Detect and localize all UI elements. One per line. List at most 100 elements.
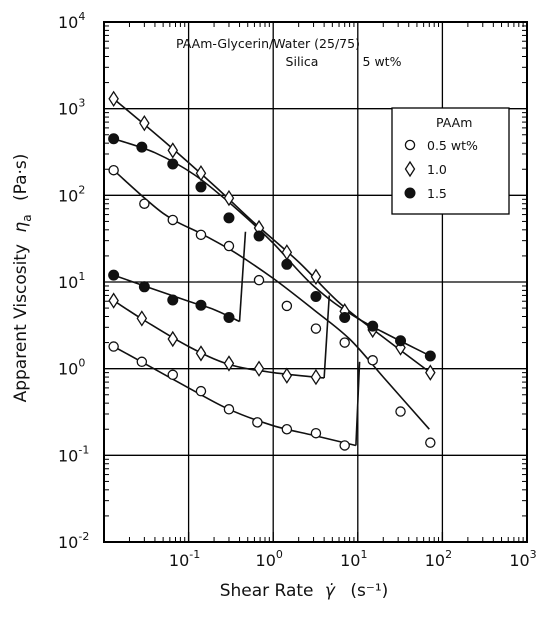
data-point [195,181,207,193]
data-point [253,360,265,377]
data-point [367,355,378,366]
y-tick-label: 103 [58,97,85,119]
x-axis-label: Shear Rate γ̇ (s⁻¹) [220,581,389,601]
curve-high-0 [113,169,430,430]
tick-labels: 10-1 100 101 102 103 10-2 10-1 100 101 102 103 104 [58,10,537,570]
x-tick-label: 103 [509,548,536,570]
data-point [167,330,179,348]
data-point [223,189,235,207]
plot-area-frame [103,21,528,543]
x-axis-label-unit: (s⁻¹) [350,581,388,601]
curve-high-2 [113,137,431,357]
x-tick-label: 100 [256,548,283,570]
data-point [281,300,293,312]
legend-marker [404,139,416,151]
data-point [425,437,436,448]
data-point [339,440,350,451]
data-point [310,323,322,334]
data-point [108,90,119,107]
y-axis-label-symbol: η [11,222,31,233]
annotation-concentration: 5 wt% [363,54,402,69]
y-tick-label: 10-2 [58,530,89,552]
data-point [310,427,322,439]
data-points [108,90,436,451]
annotation-filler: Silica [286,54,319,69]
x-tick-label: 10-1 [169,548,200,570]
y-axis-label-subscript: a [20,214,34,221]
data-point [167,214,179,226]
data-point [195,345,207,362]
data-point [108,133,120,145]
data-point [339,337,350,348]
y-axis-label-text: Apparent Viscosity [11,244,31,402]
data-point [136,356,148,368]
curve-high-1 [113,98,431,374]
data-point [223,355,235,372]
legend-title: PAAm [436,115,472,130]
annotation-title: PAAm-Glycerin/Water (25/75) [176,36,360,51]
x-tick-label: 102 [425,548,452,570]
data-point [167,369,179,381]
data-point [425,364,436,381]
data-point [252,417,263,428]
data-point [167,142,179,159]
legend-label: 0.5 wt% [427,138,478,153]
curve-jump-2 [238,231,247,322]
legend-marker [404,160,416,178]
data-point [108,164,119,176]
data-point [195,165,207,182]
y-axis-label-unit: (Pa·s) [11,154,31,201]
curve-jump-1 [323,295,331,379]
legend-label: 1.0 [427,162,447,177]
data-point [223,240,235,252]
data-point [281,367,293,384]
y-tick-label: 101 [58,270,85,292]
x-axis-label-symbol: γ̇ [325,581,336,601]
data-point [167,158,179,170]
grid [103,22,527,542]
data-point [136,310,148,327]
svg-text:Apparent Viscosity ηa: Apparent Viscosity ηa (Pa·s) [11,154,36,403]
data-point [281,244,293,261]
data-point [395,406,406,417]
data-point [223,404,235,415]
data-point [395,335,407,347]
y-axis-label: Apparent Viscosity ηa (Pa·s) [11,154,36,403]
data-point [310,268,322,285]
data-point [253,230,265,242]
data-point [139,198,150,209]
data-point [281,258,293,270]
x-tick-label: 101 [340,548,367,570]
data-point [195,299,207,311]
data-point [310,291,322,303]
data-point [223,311,235,323]
y-tick-label: 104 [58,10,85,32]
y-tick-label: 100 [58,357,85,379]
data-point [223,212,235,224]
data-point [367,320,379,332]
data-point [281,423,293,435]
fitted-curves [113,98,431,447]
data-point [136,141,148,153]
data-point [167,294,179,306]
y-tick-label: 102 [58,183,85,205]
curve-jump-0 [355,361,361,446]
x-axis-label-text: Shear Rate [220,581,314,601]
curve-low-2 [113,274,240,323]
data-point [108,269,120,281]
data-point [339,311,351,323]
y-tick-label: 10-1 [58,443,89,465]
data-point [108,292,119,309]
data-point [310,368,322,386]
data-point [253,274,265,286]
data-point [139,114,150,132]
data-point [108,341,119,352]
legend-label: 1.5 [427,186,447,201]
data-point [424,350,436,362]
data-point [195,385,207,397]
legend: PAAm 0.5 wt% 1.0 1.5 [391,107,510,215]
data-point [138,281,150,293]
legend-marker [404,187,416,199]
svg-text:Shear Rate γ̇ (s⁻¹: Shear Rate γ̇ (s⁻¹) [220,581,389,601]
